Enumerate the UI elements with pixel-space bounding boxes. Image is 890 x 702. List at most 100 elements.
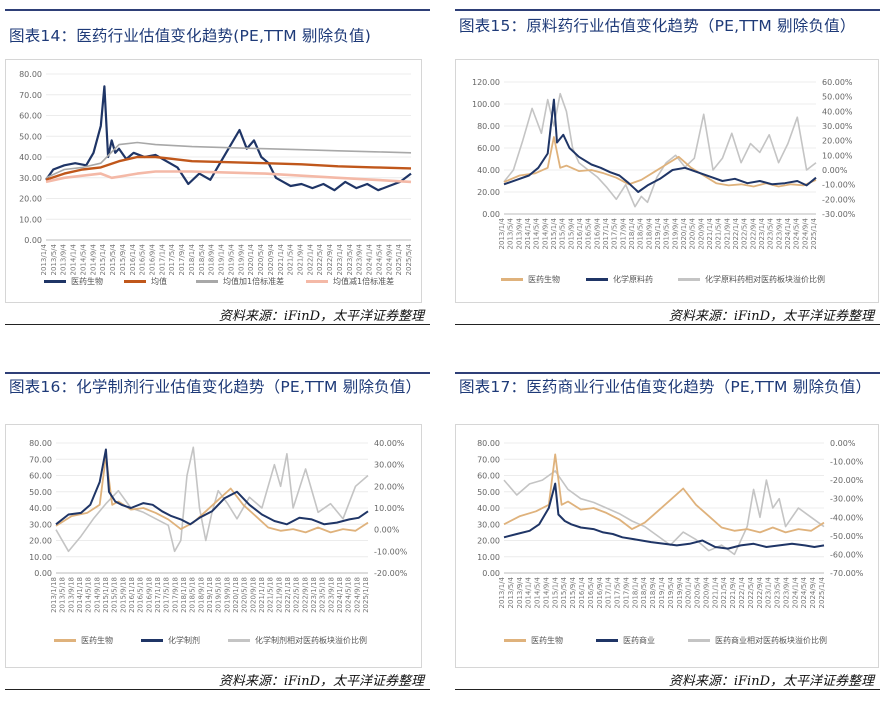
x-tick-label: 2019/9/4 [676,576,684,608]
x-tick-label: 2013/5/4 [507,576,515,608]
x-tick-label: 2015/1/4 [550,217,558,249]
y2-tick-label: -10.00% [830,458,864,467]
x-tick-label: 2017/1/4 [602,217,610,249]
series-line [503,470,825,556]
chart-frame: 0.00 10.00 20.00 30.00 40.00 50.00 60.00 70.00 8… [5,59,422,303]
x-tick-label: 2017/1/4 [605,576,613,608]
panel-fig16: 图表16：化学制剂行业估值变化趋势（PE,TTM 剔除负值） 0.00 10.00… [5,368,430,696]
series-line [55,446,369,553]
x-tick-label: 2013/9/4 [515,217,523,249]
x-tick-label: 2022/5/4 [747,576,755,608]
y-tick-label: 10.00 [29,553,52,562]
legend-item: 化学原料药相对医药板块溢价比例 [678,274,825,285]
legend-label: 医药生物 [531,636,563,645]
legend-item: 化学原料药 [586,274,653,285]
x-tick-label: 2019/1/18 [206,577,214,613]
x-tick-label: 2021/5/4 [720,576,728,608]
y2-tick-label: -30.00% [830,495,864,504]
x-tick-label: 2025/1/4 [395,243,403,275]
x-tick-label: 2020/1/18 [232,577,240,613]
x-tick-label: 2021/9/4 [296,243,304,275]
y2-tick-label: 60.00% [822,78,853,87]
x-tick-label: 2024/1/18 [336,577,344,613]
x-tick-label: 2024/9/4 [385,243,393,275]
series-line [55,448,369,526]
y-tick-label: 40.00 [19,153,42,162]
legend-swatch [678,278,700,281]
x-tick-label: 2023/1/4 [336,243,344,275]
legend-swatch [196,280,218,283]
x-tick-label: 2013/5/18 [59,577,67,613]
y2-tick-label: -20.00% [830,476,864,485]
x-tick-label: 2019/1/4 [218,243,226,275]
y2-tick-label: 0.00% [830,439,856,448]
y-tick-label: 80.00 [29,439,52,448]
y-tick-label: 30.00 [19,174,42,183]
legend-swatch [141,639,163,642]
y-tick-label: 40.00 [477,166,500,175]
x-tick-label: 2022/1/4 [306,243,314,275]
x-tick-label: 2018/9/4 [208,243,216,275]
chart-frame: 0.00 10.00 20.00 30.00 40.00 50.00 60.00 70.00 8… [5,424,422,668]
y-tick-label: 30.00 [477,520,500,529]
x-tick-label: 2013/9/18 [67,577,75,613]
y-tick-label: 70.00 [29,455,52,464]
x-tick-label: 2017/9/4 [619,217,627,249]
x-tick-label: 2020/5/4 [694,576,702,608]
legend-item: 化学制剂相对医药板块溢价比例 [228,635,367,646]
x-tick-label: 2020/5/4 [689,217,697,249]
y-tick-label: 20.00 [477,537,500,546]
x-tick-label: 2016/5/18 [137,577,145,613]
series-line [45,141,412,179]
x-tick-label: 2019/5/4 [667,576,675,608]
y2-tick-label: -70.00% [830,569,864,578]
x-tick-label: 2025/1/4 [810,217,818,249]
x-tick-label: 2019/9/4 [671,217,679,249]
legend-label: 医药商业相对医药板块溢价比例 [715,636,827,645]
x-tick-label: 2018/5/18 [189,577,197,613]
legend-item: 医药生物 [44,276,103,287]
x-tick-label: 2022/5/4 [741,217,749,249]
y2-tick-label: 20.00% [822,137,853,146]
legend-swatch [228,639,250,642]
x-tick-label: 2016/5/4 [139,243,147,275]
x-tick-label: 2021/5/18 [267,577,275,613]
x-tick-label: 2019/1/4 [658,576,666,608]
x-tick-label: 2021/1/18 [258,577,266,613]
y-tick-label: 0.00 [34,569,52,578]
x-tick-label: 2023/5/18 [319,577,327,613]
x-tick-label: 2022/5/18 [293,577,301,613]
x-tick-label: 2021/9/18 [275,577,283,613]
x-tick-label: 2015/5/4 [560,576,568,608]
x-tick-label: 2016/5/4 [585,217,593,249]
x-tick-label: 2024/5/4 [375,243,383,275]
x-tick-label: 2023/1/4 [765,576,773,608]
x-tick-label: 2013/1/4 [498,576,506,608]
x-tick-label: 2016/1/4 [578,576,586,608]
x-tick-label: 2024/9/4 [809,576,817,608]
x-tick-label: 2018/9/18 [197,577,205,613]
x-tick-label: 2022/9/4 [749,217,757,249]
x-tick-label: 2015/9/18 [119,577,127,613]
y2-tick-label: -30.00% [822,210,856,219]
y-tick-label: 120.00 [472,78,500,87]
source-note: 资料来源：iFinD，太平洋证券整理 [218,674,424,689]
y2-tick-label: -60.00% [830,550,864,559]
series-line [503,482,825,550]
x-tick-label: 2015/1/18 [102,577,110,613]
y2-tick-label: 40.00% [374,439,405,448]
x-tick-label: 2020/1/4 [247,243,255,275]
y-tick-label: 50.00 [477,488,500,497]
x-tick-label: 2023/9/18 [327,577,335,613]
x-tick-label: 2021/5/4 [715,217,723,249]
x-tick-label: 2021/5/4 [287,243,295,275]
legend-label: 医药生物 [81,636,113,645]
y-tick-label: 20.00 [29,537,52,546]
series-line [45,85,412,192]
legend-label: 均值 [151,277,167,286]
x-tick-label: 2015/5/18 [111,577,119,613]
source-note: 资料来源：iFinD，太平洋证券整理 [668,309,874,324]
chart-title: 图表16：化学制剂行业估值变化趋势（PE,TTM 剔除负值） [9,378,422,396]
x-tick-label: 2021/9/4 [729,576,737,608]
x-tick-label: 2023/1/4 [758,217,766,249]
